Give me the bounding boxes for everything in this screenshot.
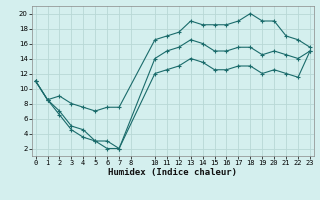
- X-axis label: Humidex (Indice chaleur): Humidex (Indice chaleur): [108, 168, 237, 177]
